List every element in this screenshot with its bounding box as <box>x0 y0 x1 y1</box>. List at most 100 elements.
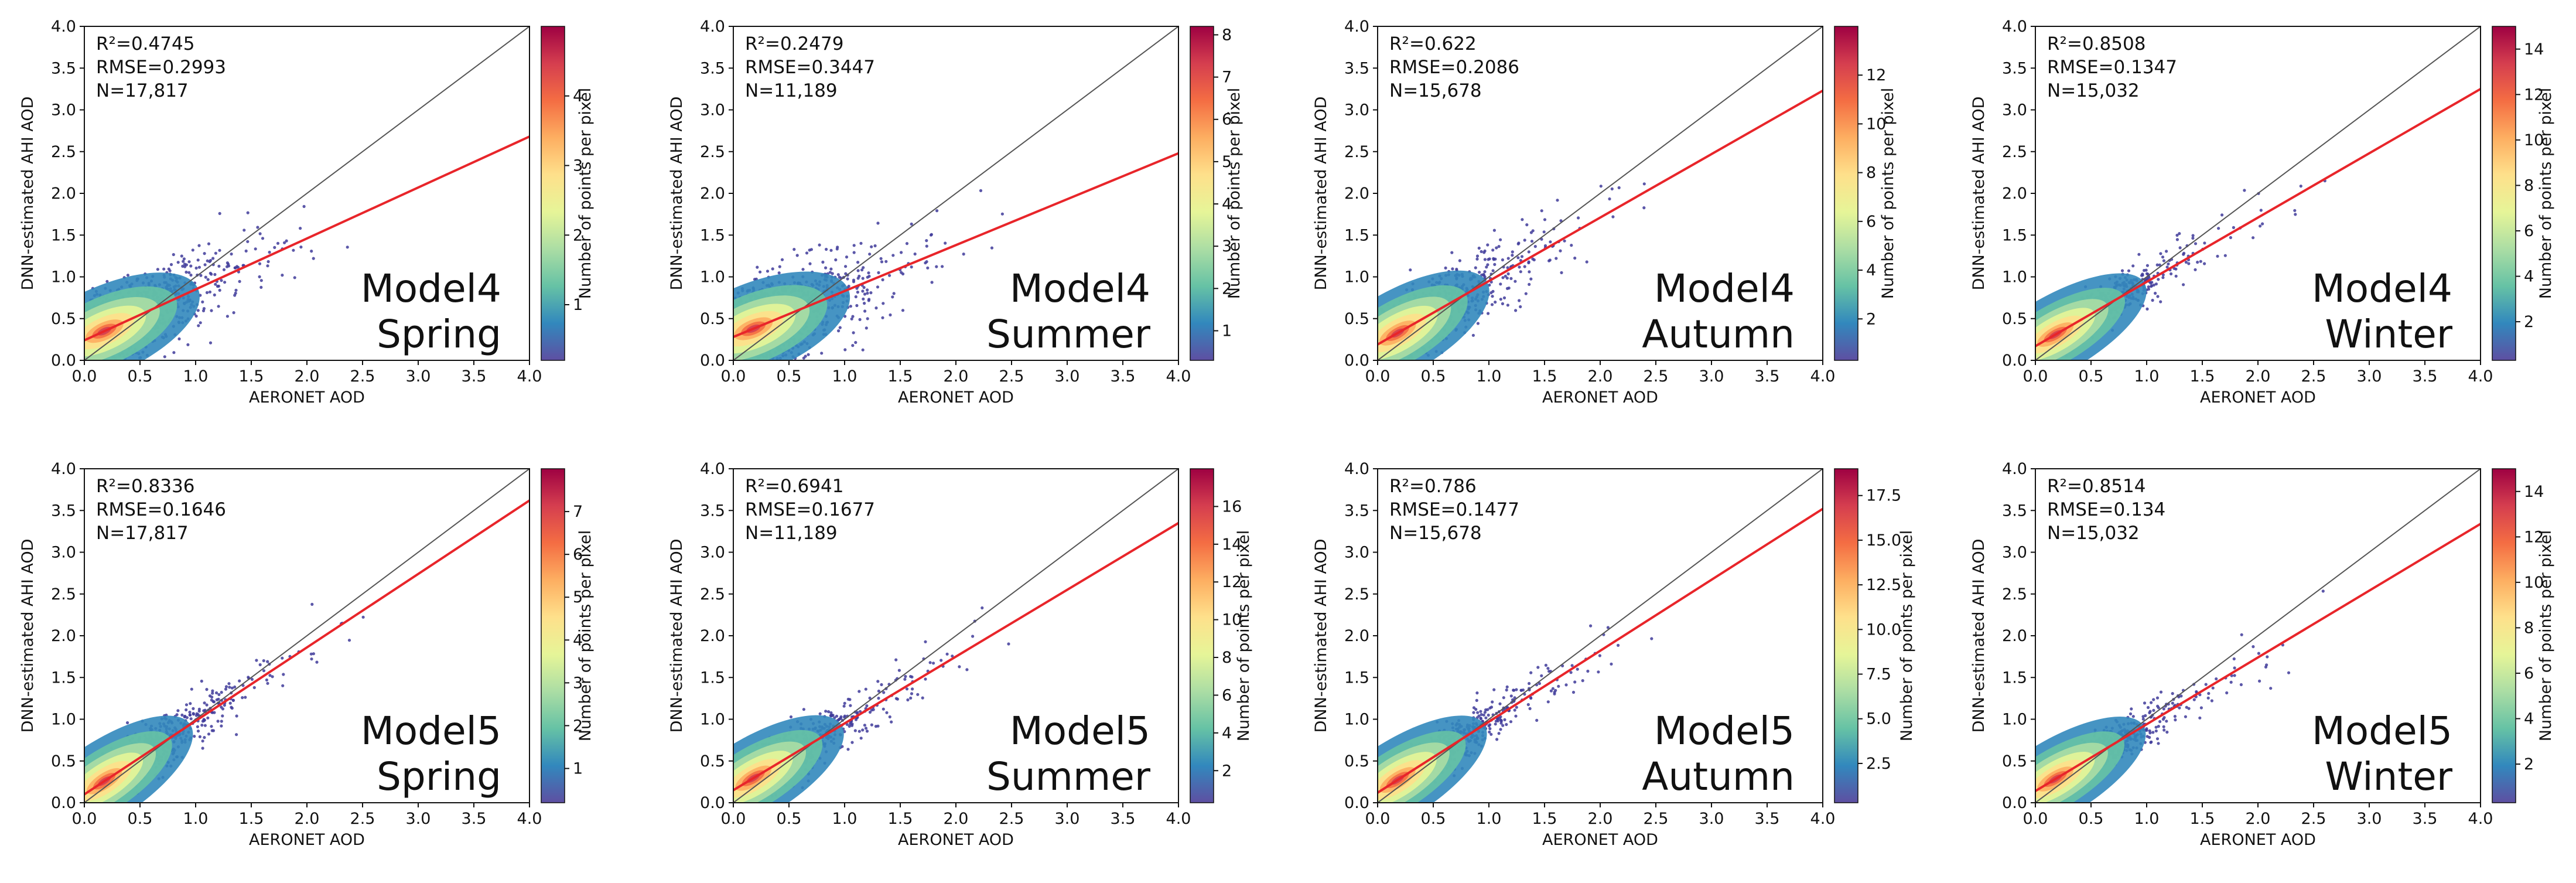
scatter-point <box>1455 267 1458 271</box>
scatter-point <box>168 269 172 272</box>
scatter-point <box>196 309 200 312</box>
scatter-point <box>1610 187 1614 190</box>
scatter-point <box>2232 226 2235 229</box>
model-label: Model4 <box>1010 266 1150 311</box>
identity-line <box>84 26 529 360</box>
scatter-point <box>824 266 828 270</box>
scatter-point <box>191 248 194 252</box>
scatter-point <box>162 267 166 271</box>
scatter-point <box>172 253 175 257</box>
scatter-point <box>268 250 271 254</box>
scatter-point <box>1458 259 1461 262</box>
scatter-point <box>218 212 221 215</box>
scatter-point <box>201 300 204 304</box>
scatter-point <box>1483 258 1487 261</box>
scatter-point <box>808 262 812 265</box>
scatter-point <box>913 252 917 256</box>
plot-area <box>84 26 529 360</box>
scatter-point <box>1502 296 1506 299</box>
scatter-point <box>925 244 928 248</box>
scatter-point <box>217 264 221 268</box>
scatter-point <box>1486 263 1489 267</box>
scatter-point <box>866 275 869 279</box>
y-axis-label: DNN-estimated AHI AOD <box>668 97 686 291</box>
rmse-label: RMSE=0.2993 <box>96 57 226 78</box>
y-tick-label: 1.5 <box>51 226 76 244</box>
scatter-point <box>1543 218 1547 221</box>
y-tick-label: 3.5 <box>1344 59 1369 77</box>
scatter-point <box>1585 260 1588 264</box>
scatter-point <box>1471 333 1475 337</box>
scatter-point <box>1528 282 1531 286</box>
scatter-point <box>1530 240 1534 243</box>
scatter-point <box>217 305 220 308</box>
scatter-point <box>1642 182 1646 186</box>
scatter-panel-model4-autumn: 0.0 0.5 1.0 1.5 2.0 2.5 3.0 3.5 4.00.00.51.01.52… <box>1312 18 1897 407</box>
scatter-point <box>258 262 262 265</box>
scatter-point <box>828 271 832 274</box>
x-tick-label: 1.5 <box>888 367 913 386</box>
scatter-point <box>771 267 774 271</box>
scatter-point <box>1488 283 1491 287</box>
scatter-point <box>2243 189 2246 192</box>
scatter-point <box>1507 287 1511 290</box>
scatter-point <box>2143 268 2146 272</box>
scatter-point <box>1529 277 1533 281</box>
scatter-point <box>924 261 927 265</box>
y-tick-label: 0.0 <box>51 352 76 370</box>
scatter-point <box>1491 295 1494 298</box>
y-tick-label: 3.0 <box>700 101 725 120</box>
scatter-point <box>187 271 191 274</box>
x-tick-label: 1.0 <box>832 367 857 386</box>
y-tick-label: 2.0 <box>51 185 76 203</box>
scatter-point <box>759 270 762 274</box>
scatter-point <box>905 242 909 246</box>
scatter-point <box>910 222 913 226</box>
scatter-point <box>211 257 215 260</box>
scatter-point <box>851 315 855 318</box>
scatter-point <box>777 271 781 275</box>
season-label: Autumn <box>1642 312 1795 357</box>
scatter-point <box>1527 261 1530 265</box>
scatter-point <box>189 264 193 268</box>
scatter-point <box>1509 277 1513 280</box>
scatter-point <box>2187 262 2191 265</box>
scatter-point <box>1451 267 1454 271</box>
colorbar-gradient <box>1190 26 1214 361</box>
scatter-point <box>310 250 313 253</box>
scatter-point <box>126 274 129 277</box>
scatter-point <box>209 271 212 275</box>
scatter-point <box>829 248 833 252</box>
scatter-point <box>1563 239 1566 243</box>
x-axis-label: AERONET AOD <box>1542 388 1658 407</box>
scatter-point <box>858 318 862 322</box>
scatter-point <box>846 277 849 281</box>
y-tick-label: 3.0 <box>1344 101 1369 120</box>
scatter-point <box>900 271 903 274</box>
scatter-point <box>256 226 259 229</box>
scatter-point <box>1501 302 1504 306</box>
scatter-point <box>1549 240 1552 244</box>
scatter-point <box>861 348 865 352</box>
scatter-point <box>186 343 190 346</box>
plot-area <box>1378 26 1823 360</box>
scatter-point <box>259 285 263 289</box>
scatter-point <box>844 265 848 268</box>
colorbar-tick-label: 3 <box>1222 237 1232 255</box>
scatter-point <box>935 265 938 268</box>
scatter-point <box>868 253 872 256</box>
scatter-point <box>187 260 191 264</box>
scatter-point <box>962 253 965 256</box>
scatter-point <box>2161 255 2165 259</box>
scatter-point <box>836 273 840 277</box>
scatter-point <box>873 244 877 248</box>
x-tick-label: 3.0 <box>1699 367 1724 386</box>
scatter-point <box>1495 246 1498 250</box>
scatter-point <box>182 257 186 261</box>
scatter-point <box>267 260 270 264</box>
scatter-point <box>1482 251 1486 254</box>
y-axis-label: DNN-estimated AHI AOD <box>19 97 37 291</box>
colorbar-tick-label: 8 <box>1866 164 1876 182</box>
scatter-point <box>1501 258 1504 262</box>
